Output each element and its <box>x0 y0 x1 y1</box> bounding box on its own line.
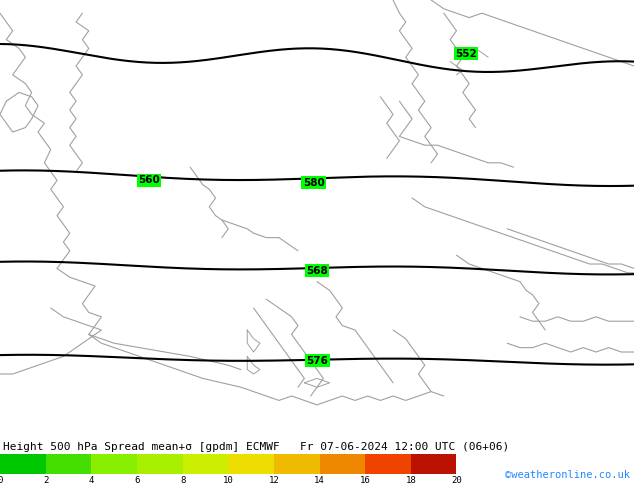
Text: 4: 4 <box>89 476 94 485</box>
Bar <box>183 454 228 474</box>
Text: 560: 560 <box>138 175 160 185</box>
Bar <box>320 454 365 474</box>
Text: 576: 576 <box>306 356 328 366</box>
Text: 18: 18 <box>406 476 416 485</box>
Bar <box>411 454 456 474</box>
Text: 20: 20 <box>451 476 462 485</box>
Text: 12: 12 <box>269 476 279 485</box>
Text: 8: 8 <box>180 476 185 485</box>
Text: 580: 580 <box>303 177 325 188</box>
Bar <box>365 454 411 474</box>
Bar <box>91 454 137 474</box>
Text: 6: 6 <box>134 476 139 485</box>
Text: 10: 10 <box>223 476 233 485</box>
Bar <box>228 454 274 474</box>
Text: 2: 2 <box>43 476 48 485</box>
Bar <box>274 454 320 474</box>
Bar <box>0 454 46 474</box>
Bar <box>137 454 183 474</box>
Text: 552: 552 <box>455 49 477 59</box>
Text: 568: 568 <box>306 266 328 275</box>
Text: Height 500 hPa Spread mean+σ [gpdm] ECMWF   Fr 07-06-2024 12:00 UTC (06+06): Height 500 hPa Spread mean+σ [gpdm] ECMW… <box>3 442 510 452</box>
Bar <box>46 454 91 474</box>
Text: ©weatheronline.co.uk: ©weatheronline.co.uk <box>505 470 630 480</box>
Text: 16: 16 <box>360 476 370 485</box>
Text: 14: 14 <box>314 476 325 485</box>
Text: 0: 0 <box>0 476 3 485</box>
